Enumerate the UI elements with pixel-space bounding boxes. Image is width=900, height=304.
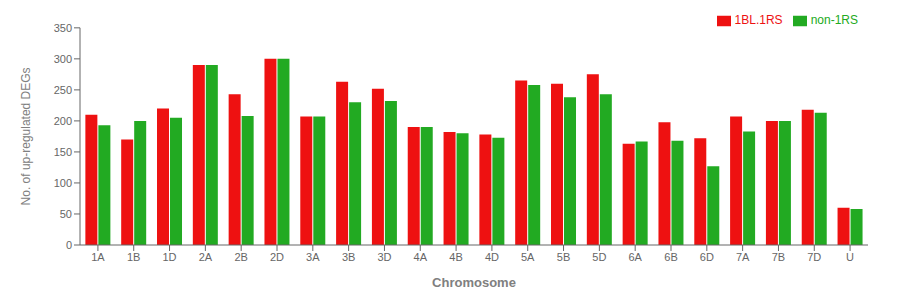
- html-text:1BL.1RS: 1BL.1RS: [734, 13, 783, 27]
- svg-text:2B: 2B: [234, 251, 247, 263]
- svg-text:1B: 1B: [127, 251, 140, 263]
- svg-text:200: 200: [54, 115, 72, 127]
- svg-text:5D: 5D: [592, 251, 606, 263]
- svg-text:3D: 3D: [377, 251, 391, 263]
- svg-text:U: U: [846, 251, 854, 263]
- svg-text:5B: 5B: [557, 251, 570, 263]
- svg-text:2A: 2A: [199, 251, 213, 263]
- svg-text:No. of up-regulated DEGs: No. of up-regulated DEGs: [19, 67, 33, 205]
- svg-text:7D: 7D: [807, 251, 821, 263]
- svg-text:4A: 4A: [414, 251, 428, 263]
- svg-text:6D: 6D: [700, 251, 714, 263]
- svg-text:1A: 1A: [91, 251, 105, 263]
- svg-text:2D: 2D: [270, 251, 284, 263]
- svg-text:5A: 5A: [521, 251, 535, 263]
- svg-text:1D: 1D: [163, 251, 177, 263]
- svg-text:7A: 7A: [736, 251, 750, 263]
- svg-text:7B: 7B: [772, 251, 785, 263]
- svg-text:50: 50: [60, 208, 72, 220]
- svg-text:150: 150: [54, 146, 72, 158]
- svg-text:6A: 6A: [628, 251, 642, 263]
- svg-text:250: 250: [54, 84, 72, 96]
- svg-text:300: 300: [54, 53, 72, 65]
- svg-text:3A: 3A: [306, 251, 320, 263]
- svg-text:4D: 4D: [485, 251, 499, 263]
- svg-text:350: 350: [54, 22, 72, 34]
- html-text:non-1RS: non-1RS: [810, 13, 858, 27]
- svg-text:4B: 4B: [449, 251, 462, 263]
- svg-text:0: 0: [66, 239, 72, 251]
- svg-text:100: 100: [54, 177, 72, 189]
- svg-text:3B: 3B: [342, 251, 355, 263]
- svg-text:6B: 6B: [664, 251, 677, 263]
- svg-text:Chromosome: Chromosome: [432, 275, 516, 290]
